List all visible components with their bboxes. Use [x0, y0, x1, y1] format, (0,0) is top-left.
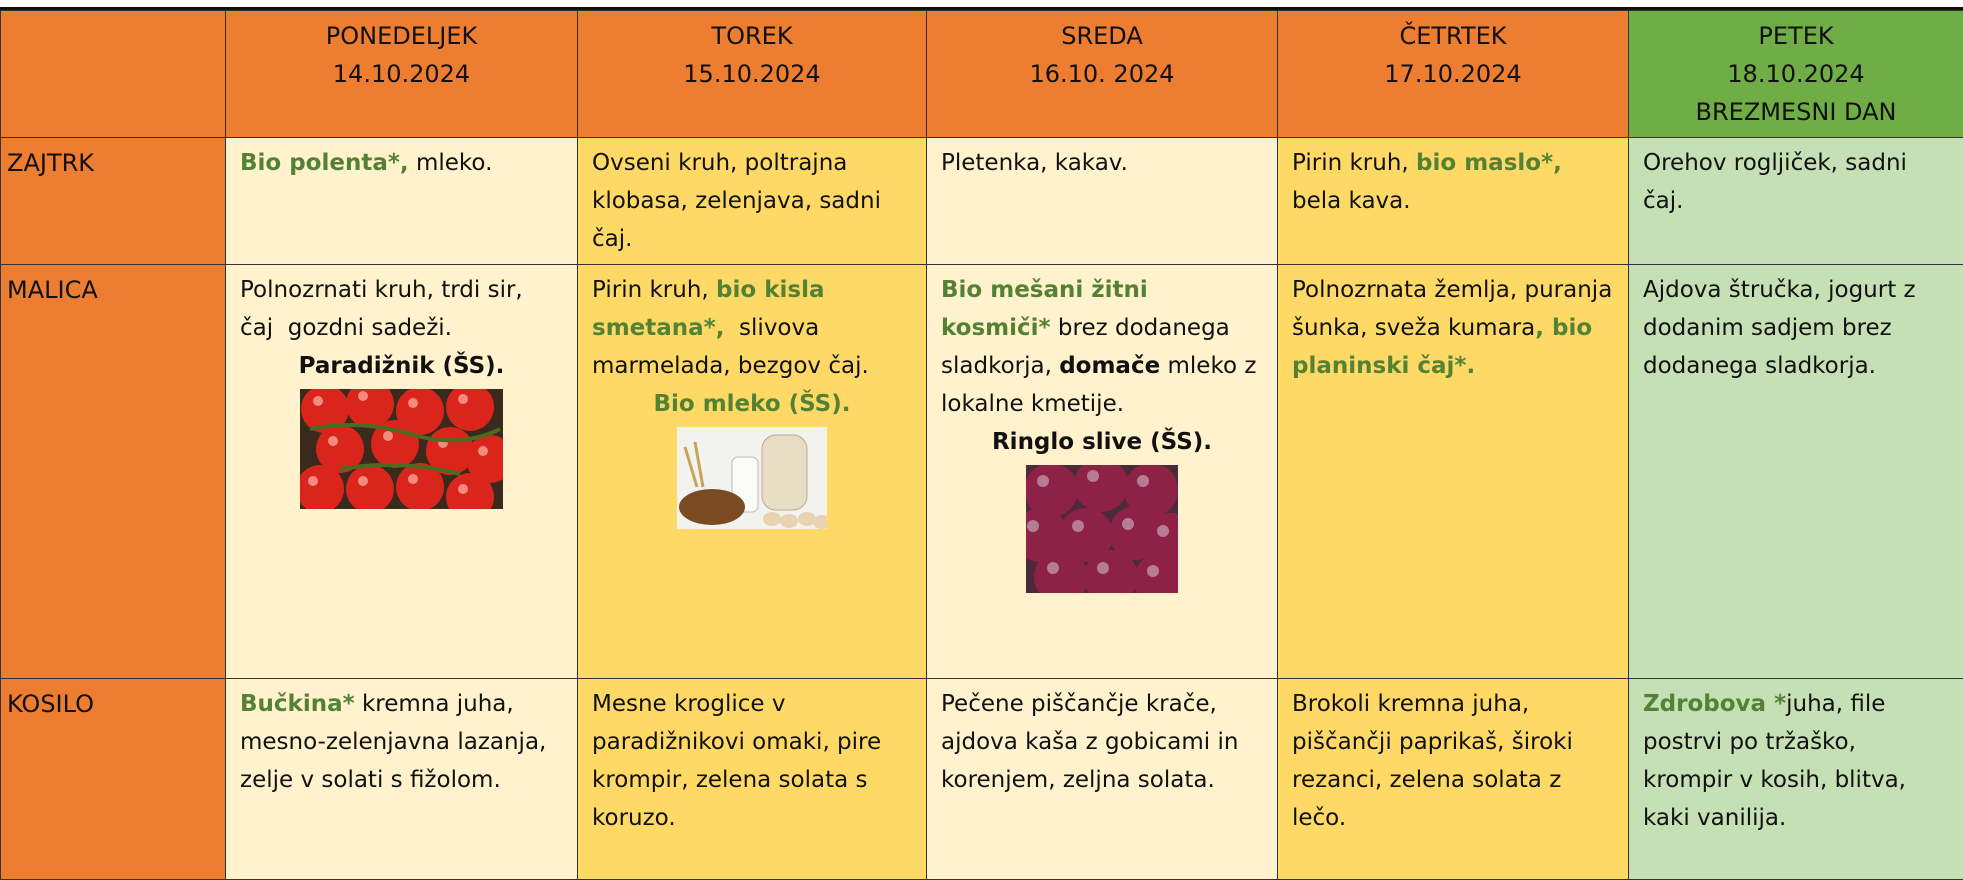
meal-cell: Pečene piščančje krače, ajdova kaša z go…	[927, 679, 1278, 880]
menu-text: Pirin kruh, bio kisla smetana*, slivova …	[592, 271, 912, 385]
menu-text: Pletenka, kakav.	[941, 144, 1263, 182]
meal-cell: Zdrobova *juha, file postrvi po tržaško,…	[1629, 679, 1963, 880]
menu-item: Orehov rogljiček, sadni čaj.	[1643, 150, 1914, 214]
meal-row: ZAJTRK Bio polenta*, mleko. Ovseni kruh, p…	[1, 138, 1963, 265]
menu-item: Pečene piščančje krače, ajdova kaša z go…	[941, 691, 1246, 793]
menu-item: Pletenka, kakav.	[941, 150, 1128, 176]
bold-item: Ringlo slive (ŠS).	[992, 429, 1212, 455]
menu-item: Pirin kruh,	[1292, 150, 1416, 176]
menu-item: Pirin kruh,	[592, 277, 716, 303]
bio-item: Bio polenta*,	[240, 150, 409, 176]
meal-label: ZAJTRK	[1, 138, 226, 265]
meal-cell: Pirin kruh, bio maslo*, bela kava.	[1278, 138, 1629, 265]
day-date: 17.10.2024	[1282, 55, 1624, 93]
tomato-photo	[300, 389, 503, 509]
menu-text: Bio mleko (ŠS).	[592, 385, 912, 423]
bold-item: Paradižnik (ŠS).	[299, 353, 505, 379]
bio-item: Bučkina*	[240, 691, 355, 717]
menu-text: Bio polenta*, mleko.	[240, 144, 563, 182]
menu-text: Pirin kruh, bio maslo*, bela kava.	[1292, 144, 1614, 220]
day-date: 18.10.2024	[1633, 55, 1959, 93]
menu-text: Mesne kroglice v paradižnikovi omaki, pi…	[592, 685, 912, 837]
milk-photo	[677, 427, 827, 529]
menu-text: Ringlo slive (ŠS).	[941, 423, 1263, 461]
menu-text: Zdrobova *juha, file postrvi po tržaško,…	[1643, 685, 1949, 837]
day-name: SREDA	[931, 17, 1273, 55]
menu-text: Ovseni kruh, poltrajna klobasa, zelenjav…	[592, 144, 912, 258]
menu-text: Pečene piščančje krače, ajdova kaša z go…	[941, 685, 1263, 799]
meal-cell: Pletenka, kakav.	[927, 138, 1278, 265]
menu-item: Mesne kroglice v paradižnikovi omaki, pi…	[592, 691, 888, 831]
meal-cell: Pirin kruh, bio kisla smetana*, slivova …	[578, 265, 927, 679]
day-date: 16.10. 2024	[931, 55, 1273, 93]
menu-item: Brokoli kremna juha, piščančji paprikaš,…	[1292, 691, 1580, 831]
menu-item: Ovseni kruh, poltrajna klobasa, zelenjav…	[592, 150, 888, 252]
menu-text: Ajdova štručka, jogurt z dodanim sadjem …	[1643, 271, 1949, 385]
meal-cell: Polnozrnati kruh, trdi sir, čaj gozdni s…	[226, 265, 578, 679]
bio-item: Bio mleko (ŠS).	[653, 391, 850, 417]
meal-label: MALICA	[1, 265, 226, 679]
menu-item: Polnozrnati kruh, trdi sir, čaj gozdni s…	[240, 277, 530, 341]
menu-item: Ajdova štručka, jogurt z dodanim sadjem …	[1643, 277, 1923, 379]
menu-text: Polnozrnata žemlja, puranja šunka, sveža…	[1292, 271, 1614, 385]
meal-label: KOSILO	[1, 679, 226, 880]
meal-cell: Orehov rogljiček, sadni čaj.	[1629, 138, 1963, 265]
meal-cell: Bio polenta*, mleko.	[226, 138, 578, 265]
day-name: PETEK	[1633, 17, 1959, 55]
meal-cell: Bučkina* kremna juha, mesno-zelenjavna l…	[226, 679, 578, 880]
menu-text: Polnozrnati kruh, trdi sir, čaj gozdni s…	[240, 271, 563, 347]
day-date: 14.10.2024	[230, 55, 573, 93]
plums-photo	[1026, 465, 1178, 593]
bold-item: domače	[1059, 353, 1160, 379]
meal-cell: Bio mešani žitni kosmiči* brez dodanega …	[927, 265, 1278, 679]
menu-text: Paradižnik (ŠS).	[240, 347, 563, 385]
menu-text: Bio mešani žitni kosmiči* brez dodanega …	[941, 271, 1263, 423]
meal-cell: Polnozrnata žemlja, puranja šunka, sveža…	[1278, 265, 1629, 679]
menu-item: mleko.	[409, 150, 493, 176]
meal-cell: Ajdova štručka, jogurt z dodanim sadjem …	[1629, 265, 1963, 679]
day-date: 15.10.2024	[582, 55, 922, 93]
day-note: BREZMESNI DAN	[1633, 93, 1959, 131]
menu-text: Bučkina* kremna juha, mesno-zelenjavna l…	[240, 685, 563, 799]
menu-text: Orehov rogljiček, sadni čaj.	[1643, 144, 1949, 220]
corner-cell	[1, 11, 226, 138]
meal-cell: Brokoli kremna juha, piščančji paprikaš,…	[1278, 679, 1629, 880]
menu-text: Brokoli kremna juha, piščančji paprikaš,…	[1292, 685, 1614, 837]
meal-cell: Mesne kroglice v paradižnikovi omaki, pi…	[578, 679, 927, 880]
meal-cell: Ovseni kruh, poltrajna klobasa, zelenjav…	[578, 138, 927, 265]
day-name: ČETRTEK	[1282, 17, 1624, 55]
day-name: TOREK	[582, 17, 922, 55]
day-name: PONEDELJEK	[230, 17, 573, 55]
bio-item: Zdrobova *	[1643, 691, 1786, 717]
bio-item: bio maslo*,	[1416, 150, 1562, 176]
